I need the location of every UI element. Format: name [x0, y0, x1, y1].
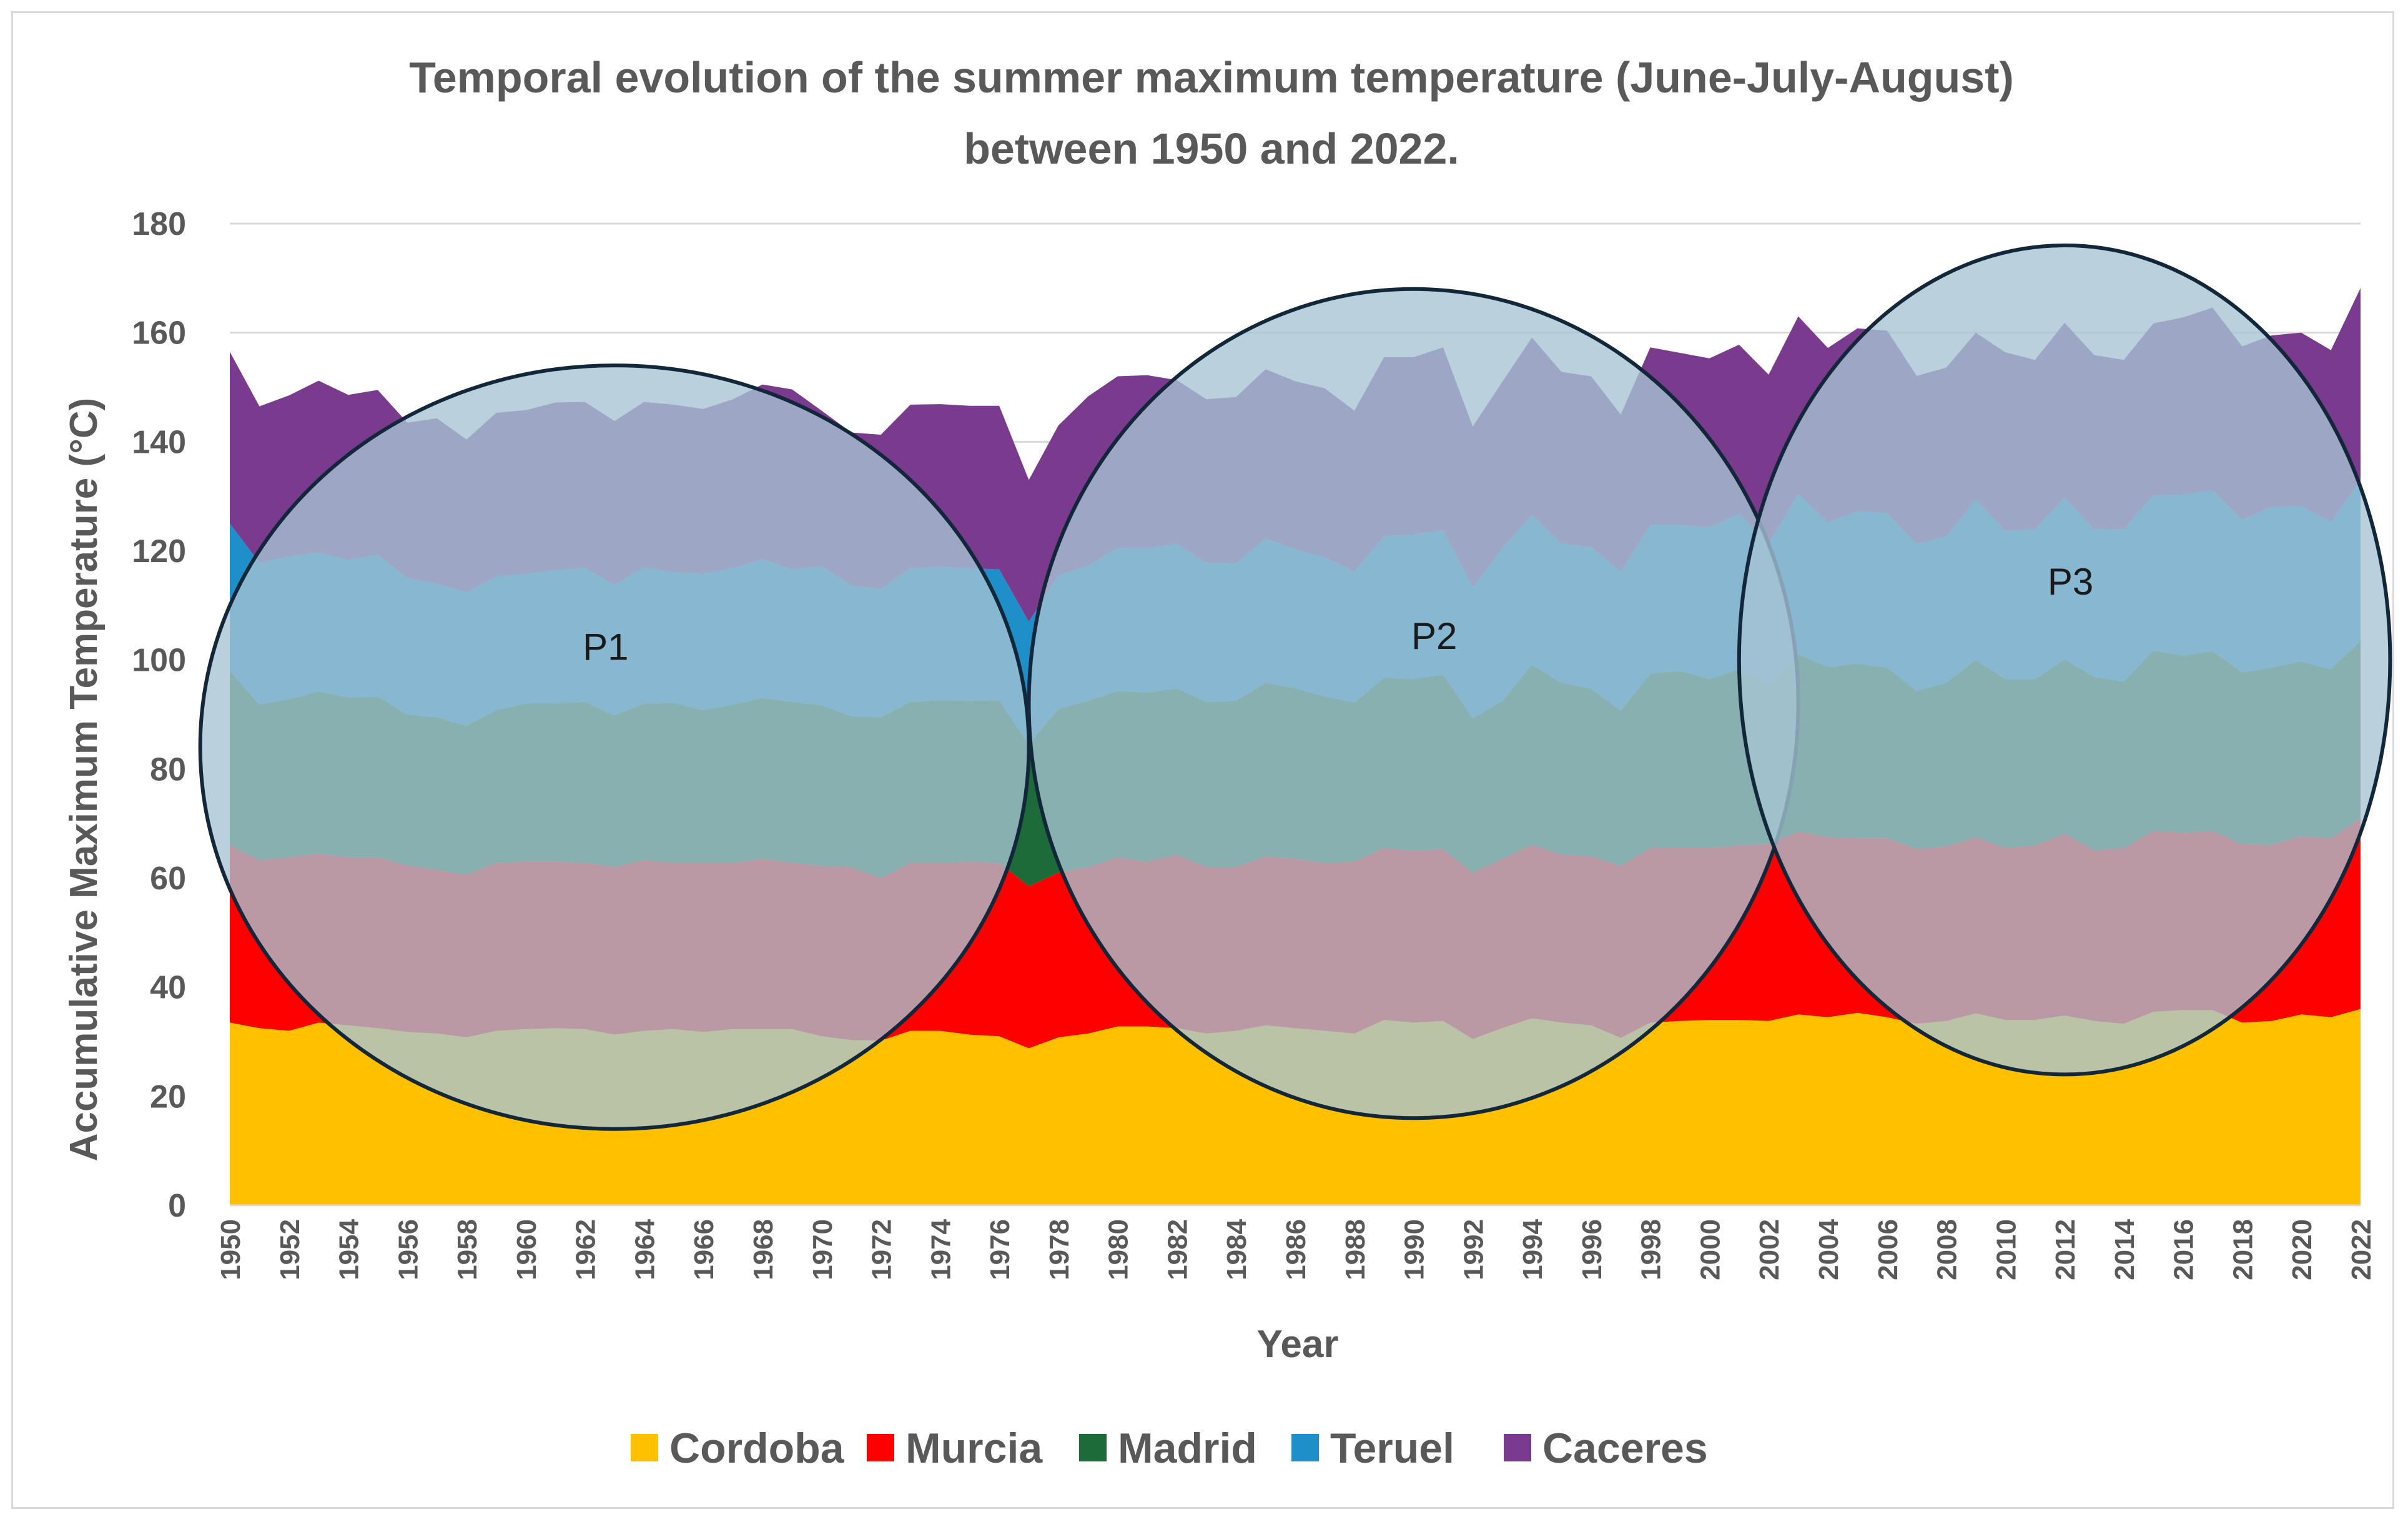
period-label-p1: P1 [583, 626, 628, 668]
legend-swatch-murcia [867, 1434, 894, 1461]
ellipse-p3 [1737, 243, 2392, 1077]
x-tick-1952: 1952 [275, 1219, 305, 1280]
x-tick-1990: 1990 [1399, 1219, 1430, 1280]
x-tick-1992: 1992 [1458, 1219, 1489, 1280]
x-tick-1970: 1970 [807, 1219, 838, 1280]
x-tick-1986: 1986 [1281, 1219, 1311, 1280]
legend-label-madrid: Madrid [1118, 1425, 1257, 1472]
chart-title: Temporal evolution of the summer maximum… [409, 53, 2014, 102]
x-tick-2004: 2004 [1813, 1218, 1844, 1280]
x-tick-1974: 1974 [925, 1218, 956, 1280]
x-tick-2010: 2010 [1991, 1219, 2021, 1280]
legend: Cordoba Murcia Madrid Teruel Caceres [631, 1425, 1708, 1472]
x-tick-2016: 2016 [2169, 1219, 2199, 1280]
y-tick-160: 160 [132, 315, 186, 352]
y-axis-ticks: 0 20 40 60 80 100 120 140 160 180 [132, 206, 186, 1224]
x-tick-1960: 1960 [511, 1219, 542, 1280]
x-tick-1994: 1994 [1517, 1218, 1548, 1280]
legend-label-cordoba: Cordoba [669, 1425, 845, 1472]
x-tick-2012: 2012 [2050, 1219, 2081, 1280]
x-tick-1968: 1968 [748, 1219, 779, 1280]
period-labels: P1 P2 P3 [583, 561, 2093, 668]
x-axis-label: Year [1256, 1323, 1338, 1366]
x-tick-1982: 1982 [1162, 1219, 1193, 1280]
x-tick-1996: 1996 [1577, 1219, 1607, 1280]
y-axis-label: Accumulative Maximum Temperature (°C) [62, 398, 106, 1162]
x-tick-2002: 2002 [1754, 1219, 1785, 1280]
legend-swatch-madrid [1079, 1434, 1107, 1461]
y-tick-100: 100 [132, 643, 186, 679]
period-label-p2: P2 [1411, 615, 1457, 657]
x-tick-1978: 1978 [1044, 1219, 1075, 1280]
chart-title-line2: between 1950 and 2022. [964, 124, 1459, 173]
y-tick-40: 40 [150, 970, 186, 1006]
y-tick-0: 0 [168, 1188, 186, 1224]
x-tick-2000: 2000 [1695, 1219, 1725, 1280]
y-tick-140: 140 [132, 424, 186, 460]
y-tick-60: 60 [150, 861, 186, 897]
y-tick-180: 180 [132, 206, 186, 242]
legend-swatch-teruel [1291, 1434, 1319, 1461]
x-tick-2020: 2020 [2287, 1219, 2317, 1280]
x-tick-1954: 1954 [334, 1218, 365, 1280]
period-ellipses [198, 243, 2392, 1131]
x-tick-2022: 2022 [2346, 1219, 2377, 1280]
x-tick-1988: 1988 [1340, 1219, 1371, 1280]
x-tick-2008: 2008 [1932, 1219, 1963, 1280]
x-tick-1998: 1998 [1636, 1219, 1667, 1280]
legend-label-murcia: Murcia [905, 1425, 1043, 1472]
x-tick-2006: 2006 [1873, 1219, 1903, 1280]
x-tick-1962: 1962 [571, 1219, 601, 1280]
period-label-p3: P3 [2048, 561, 2093, 603]
y-tick-20: 20 [150, 1079, 186, 1115]
x-tick-1956: 1956 [393, 1219, 423, 1280]
legend-swatch-caceres [1504, 1434, 1531, 1461]
x-axis-ticks: 1950 1952 1954 1956 1958 1960 1962 1964 1966 1968… [215, 1218, 2377, 1280]
legend-label-caceres: Caceres [1542, 1425, 1708, 1472]
x-tick-2018: 2018 [2228, 1219, 2258, 1280]
legend-swatch-cordoba [631, 1434, 658, 1461]
x-tick-1958: 1958 [452, 1219, 483, 1280]
x-tick-1964: 1964 [629, 1218, 660, 1280]
y-tick-120: 120 [132, 533, 186, 570]
x-tick-1972: 1972 [867, 1219, 897, 1280]
legend-label-teruel: Teruel [1330, 1425, 1454, 1472]
x-tick-1976: 1976 [985, 1219, 1015, 1280]
x-tick-1950: 1950 [215, 1219, 246, 1280]
x-tick-1980: 1980 [1103, 1219, 1134, 1280]
x-tick-2014: 2014 [2109, 1218, 2140, 1280]
ellipse-p2 [1027, 287, 1800, 1120]
ellipse-p1 [198, 363, 1031, 1131]
x-tick-1966: 1966 [689, 1219, 719, 1280]
x-tick-1984: 1984 [1221, 1218, 1252, 1280]
y-tick-80: 80 [150, 751, 186, 788]
